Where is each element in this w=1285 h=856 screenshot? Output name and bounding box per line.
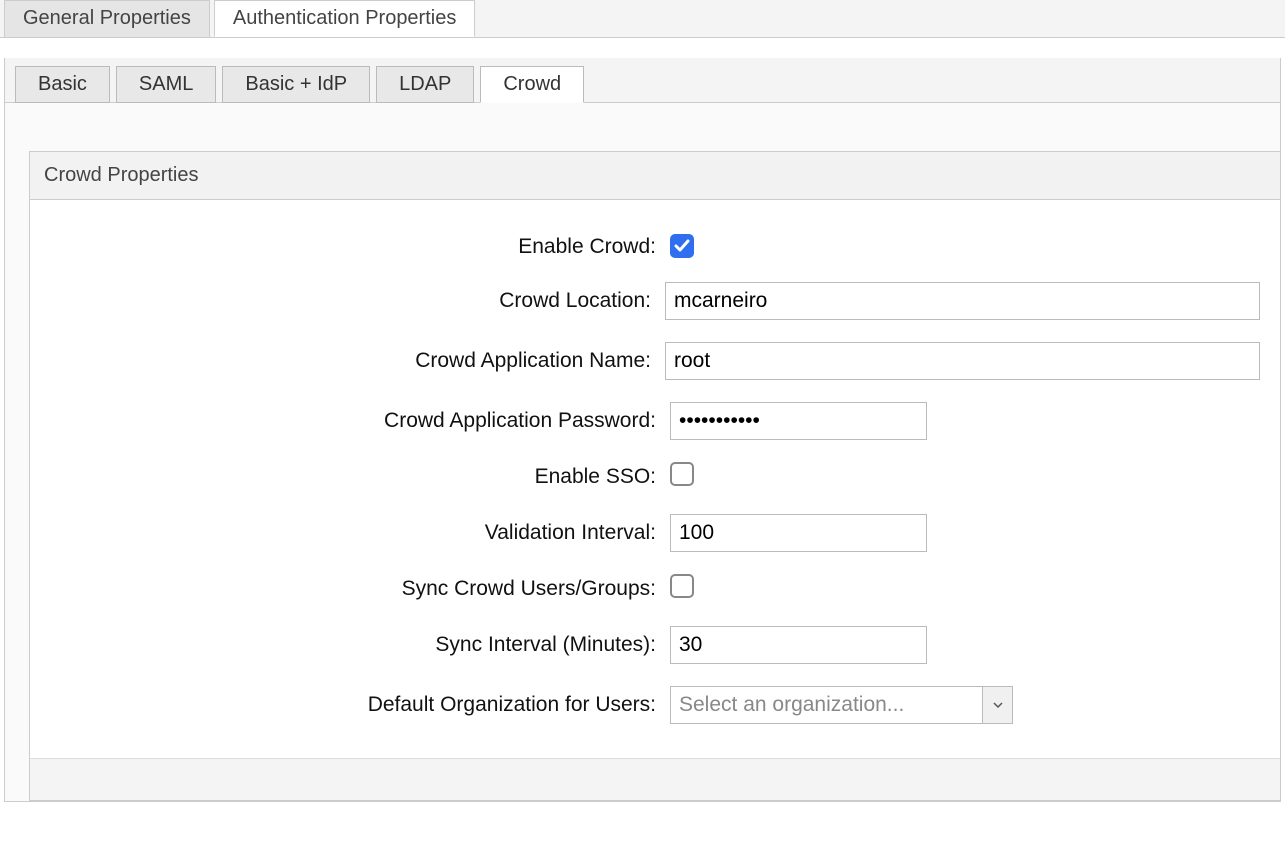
row-sync-interval: Sync Interval (Minutes): bbox=[50, 626, 1260, 664]
crowd-app-name-input[interactable] bbox=[665, 342, 1260, 380]
enable-crowd-checkbox[interactable] bbox=[670, 234, 694, 258]
chevron-down-icon bbox=[992, 699, 1004, 711]
row-crowd-location: Crowd Location: bbox=[50, 282, 1260, 320]
label-validation-interval: Validation Interval: bbox=[50, 521, 670, 545]
crowd-location-input[interactable] bbox=[665, 282, 1260, 320]
row-crowd-app-password: Crowd Application Password: bbox=[50, 402, 1260, 440]
validation-interval-input[interactable] bbox=[670, 514, 927, 552]
tab-body: Crowd Properties Enable Crowd: Crowd Loc… bbox=[4, 103, 1281, 802]
row-crowd-app-name: Crowd Application Name: bbox=[50, 342, 1260, 380]
panel-body: Enable Crowd: Crowd Location: Crowd Appl… bbox=[30, 200, 1280, 758]
crowd-app-password-input[interactable] bbox=[670, 402, 927, 440]
label-sync-users-groups: Sync Crowd Users/Groups: bbox=[50, 577, 670, 601]
sync-interval-input[interactable] bbox=[670, 626, 927, 664]
row-sync-users-groups: Sync Crowd Users/Groups: bbox=[50, 574, 1260, 604]
tab-crowd[interactable]: Crowd bbox=[480, 66, 584, 103]
sync-users-groups-checkbox[interactable] bbox=[670, 574, 694, 598]
label-enable-sso: Enable SSO: bbox=[50, 465, 670, 489]
crowd-properties-panel: Crowd Properties Enable Crowd: Crowd Loc… bbox=[29, 151, 1280, 801]
label-crowd-app-password: Crowd Application Password: bbox=[50, 409, 670, 433]
label-crowd-location: Crowd Location: bbox=[50, 289, 665, 313]
tab-saml[interactable]: SAML bbox=[116, 66, 216, 103]
row-default-org: Default Organization for Users: Select a… bbox=[50, 686, 1260, 724]
tab-ldap[interactable]: LDAP bbox=[376, 66, 474, 103]
tab-basic-idp[interactable]: Basic + IdP bbox=[222, 66, 370, 103]
content-wrapper: Basic SAML Basic + IdP LDAP Crowd Crowd … bbox=[0, 58, 1285, 802]
top-tabs: General Properties Authentication Proper… bbox=[0, 0, 1285, 38]
label-crowd-app-name: Crowd Application Name: bbox=[50, 349, 665, 373]
row-enable-crowd: Enable Crowd: bbox=[50, 234, 1260, 260]
tab-authentication-properties[interactable]: Authentication Properties bbox=[214, 0, 475, 37]
row-enable-sso: Enable SSO: bbox=[50, 462, 1260, 492]
panel-footer bbox=[30, 758, 1280, 800]
tab-general-properties[interactable]: General Properties bbox=[4, 0, 210, 37]
label-sync-interval: Sync Interval (Minutes): bbox=[50, 633, 670, 657]
check-icon bbox=[674, 238, 690, 254]
default-org-placeholder: Select an organization... bbox=[671, 687, 982, 723]
row-validation-interval: Validation Interval: bbox=[50, 514, 1260, 552]
auth-sub-tabs: Basic SAML Basic + IdP LDAP Crowd bbox=[4, 58, 1281, 103]
label-enable-crowd: Enable Crowd: bbox=[50, 235, 670, 259]
tab-basic[interactable]: Basic bbox=[15, 66, 110, 103]
panel-title: Crowd Properties bbox=[30, 152, 1280, 200]
label-default-org: Default Organization for Users: bbox=[50, 693, 670, 717]
enable-sso-checkbox[interactable] bbox=[670, 462, 694, 486]
default-org-dropdown-button[interactable] bbox=[982, 687, 1012, 723]
default-org-select[interactable]: Select an organization... bbox=[670, 686, 1013, 724]
